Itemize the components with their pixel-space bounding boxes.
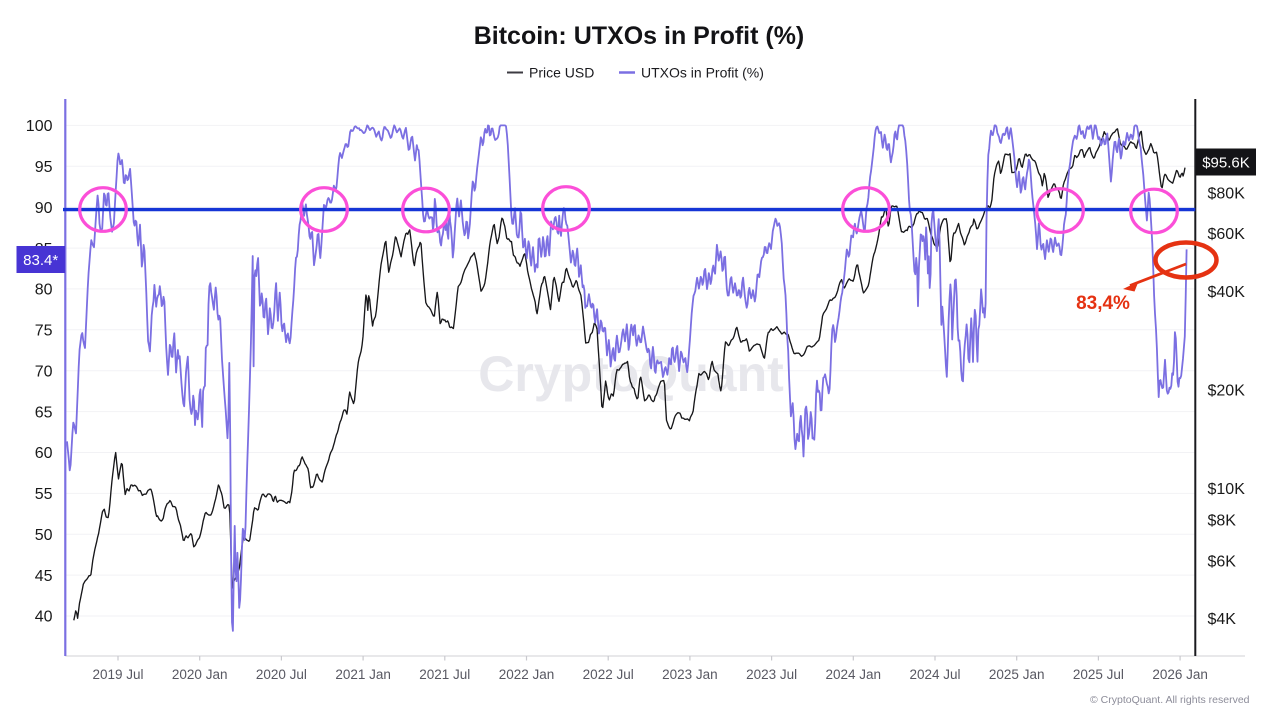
svg-text:$10K: $10K xyxy=(1208,481,1246,498)
svg-text:2023 Jul: 2023 Jul xyxy=(746,667,797,682)
svg-text:$95.6K: $95.6K xyxy=(1202,155,1250,172)
svg-text:2019 Jul: 2019 Jul xyxy=(92,667,143,682)
svg-text:2023 Jan: 2023 Jan xyxy=(662,667,718,682)
svg-text:$20K: $20K xyxy=(1208,382,1246,399)
svg-text:55: 55 xyxy=(35,486,53,503)
svg-text:2024 Jan: 2024 Jan xyxy=(826,667,882,682)
svg-text:$80K: $80K xyxy=(1208,185,1246,202)
svg-text:2022 Jul: 2022 Jul xyxy=(583,667,634,682)
svg-text:2025 Jan: 2025 Jan xyxy=(989,667,1045,682)
svg-text:UTXOs in Profit (%): UTXOs in Profit (%) xyxy=(641,65,764,81)
svg-text:2025 Jul: 2025 Jul xyxy=(1073,667,1124,682)
svg-text:50: 50 xyxy=(35,527,53,544)
svg-text:95: 95 xyxy=(35,159,53,176)
svg-text:45: 45 xyxy=(35,568,53,585)
svg-text:$40K: $40K xyxy=(1208,284,1246,301)
svg-text:2026 Jan: 2026 Jan xyxy=(1152,667,1208,682)
svg-text:2020 Jul: 2020 Jul xyxy=(256,667,307,682)
svg-text:Price USD: Price USD xyxy=(529,65,594,81)
svg-text:$4K: $4K xyxy=(1208,611,1237,628)
svg-text:2022 Jan: 2022 Jan xyxy=(499,667,555,682)
svg-text:90: 90 xyxy=(35,200,53,217)
svg-text:2021 Jan: 2021 Jan xyxy=(335,667,391,682)
svg-text:65: 65 xyxy=(35,404,53,421)
svg-text:2020 Jan: 2020 Jan xyxy=(172,667,228,682)
svg-text:100: 100 xyxy=(26,118,53,135)
svg-text:© CryptoQuant. All rights rese: © CryptoQuant. All rights reserved xyxy=(1090,694,1250,706)
svg-text:$8K: $8K xyxy=(1208,513,1237,530)
svg-text:60: 60 xyxy=(35,445,53,462)
svg-text:CryptoQuant: CryptoQuant xyxy=(478,346,784,402)
svg-text:80: 80 xyxy=(35,282,53,299)
svg-text:2021 Jul: 2021 Jul xyxy=(419,667,470,682)
svg-text:70: 70 xyxy=(35,363,53,380)
svg-text:$6K: $6K xyxy=(1208,554,1237,571)
svg-text:75: 75 xyxy=(35,323,53,340)
svg-text:40: 40 xyxy=(35,609,53,626)
svg-text:83.4*: 83.4* xyxy=(23,252,58,269)
svg-text:2024 Jul: 2024 Jul xyxy=(909,667,960,682)
svg-text:$60K: $60K xyxy=(1208,226,1246,243)
svg-text:83,4%: 83,4% xyxy=(1076,293,1130,314)
svg-text:Bitcoin: UTXOs in Profit (%): Bitcoin: UTXOs in Profit (%) xyxy=(474,22,805,50)
